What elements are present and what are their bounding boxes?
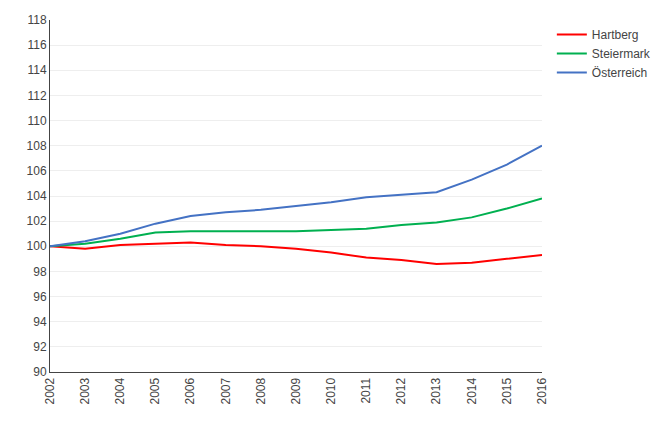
svg-text:2012: 2012 bbox=[394, 377, 408, 404]
svg-text:112: 112 bbox=[27, 89, 46, 103]
svg-text:102: 102 bbox=[27, 214, 47, 228]
svg-text:92: 92 bbox=[33, 340, 47, 354]
svg-text:98: 98 bbox=[33, 265, 47, 279]
svg-text:2006: 2006 bbox=[183, 377, 197, 404]
svg-text:2014: 2014 bbox=[465, 377, 479, 404]
svg-text:114: 114 bbox=[27, 63, 46, 77]
svg-text:116: 116 bbox=[27, 38, 46, 52]
svg-text:90: 90 bbox=[33, 365, 47, 379]
svg-text:2009: 2009 bbox=[289, 377, 303, 404]
svg-text:106: 106 bbox=[27, 164, 47, 178]
svg-text:96: 96 bbox=[33, 290, 47, 304]
svg-text:2010: 2010 bbox=[324, 377, 338, 404]
svg-text:100: 100 bbox=[27, 239, 47, 253]
svg-text:110: 110 bbox=[27, 114, 46, 128]
svg-text:108: 108 bbox=[27, 139, 47, 153]
svg-text:Hartberg: Hartberg bbox=[592, 28, 639, 42]
svg-text:2008: 2008 bbox=[254, 377, 268, 404]
svg-text:2013: 2013 bbox=[429, 377, 443, 404]
svg-text:2011: 2011 bbox=[359, 377, 373, 403]
svg-text:Österreich: Österreich bbox=[592, 66, 647, 80]
svg-text:2016: 2016 bbox=[535, 377, 549, 404]
svg-text:118: 118 bbox=[27, 13, 46, 27]
svg-text:2005: 2005 bbox=[148, 377, 162, 404]
svg-text:2015: 2015 bbox=[500, 377, 514, 404]
svg-text:104: 104 bbox=[27, 189, 47, 203]
svg-text:94: 94 bbox=[33, 315, 47, 329]
svg-text:2004: 2004 bbox=[113, 377, 127, 404]
svg-text:2007: 2007 bbox=[219, 377, 233, 404]
svg-text:2002: 2002 bbox=[43, 377, 57, 404]
svg-text:2003: 2003 bbox=[78, 377, 92, 404]
svg-text:Steiermark: Steiermark bbox=[592, 47, 651, 61]
